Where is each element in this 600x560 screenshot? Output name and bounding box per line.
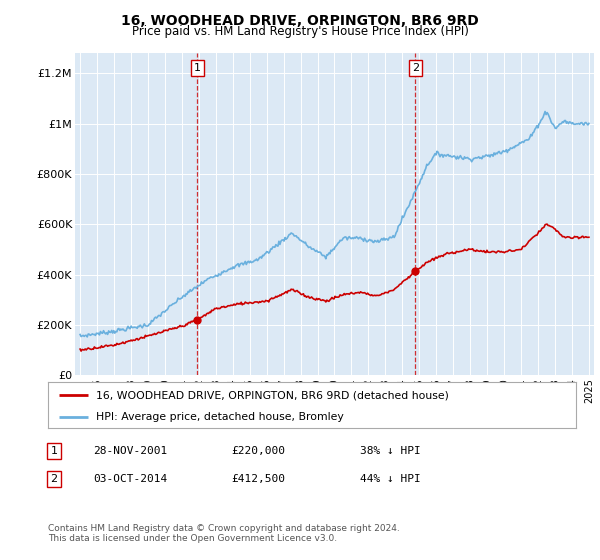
Text: 16, WOODHEAD DRIVE, ORPINGTON, BR6 9RD: 16, WOODHEAD DRIVE, ORPINGTON, BR6 9RD <box>121 14 479 28</box>
Text: £220,000: £220,000 <box>231 446 285 456</box>
Text: 03-OCT-2014: 03-OCT-2014 <box>93 474 167 484</box>
Text: 38% ↓ HPI: 38% ↓ HPI <box>360 446 421 456</box>
Text: 2: 2 <box>412 63 419 73</box>
Text: 2: 2 <box>50 474 58 484</box>
Text: 1: 1 <box>50 446 58 456</box>
Text: Contains HM Land Registry data © Crown copyright and database right 2024.
This d: Contains HM Land Registry data © Crown c… <box>48 524 400 543</box>
Text: HPI: Average price, detached house, Bromley: HPI: Average price, detached house, Brom… <box>95 412 343 422</box>
Text: 1: 1 <box>194 63 201 73</box>
Text: £412,500: £412,500 <box>231 474 285 484</box>
Text: 16, WOODHEAD DRIVE, ORPINGTON, BR6 9RD (detached house): 16, WOODHEAD DRIVE, ORPINGTON, BR6 9RD (… <box>95 390 448 400</box>
Text: Price paid vs. HM Land Registry's House Price Index (HPI): Price paid vs. HM Land Registry's House … <box>131 25 469 38</box>
Text: 44% ↓ HPI: 44% ↓ HPI <box>360 474 421 484</box>
Text: 28-NOV-2001: 28-NOV-2001 <box>93 446 167 456</box>
